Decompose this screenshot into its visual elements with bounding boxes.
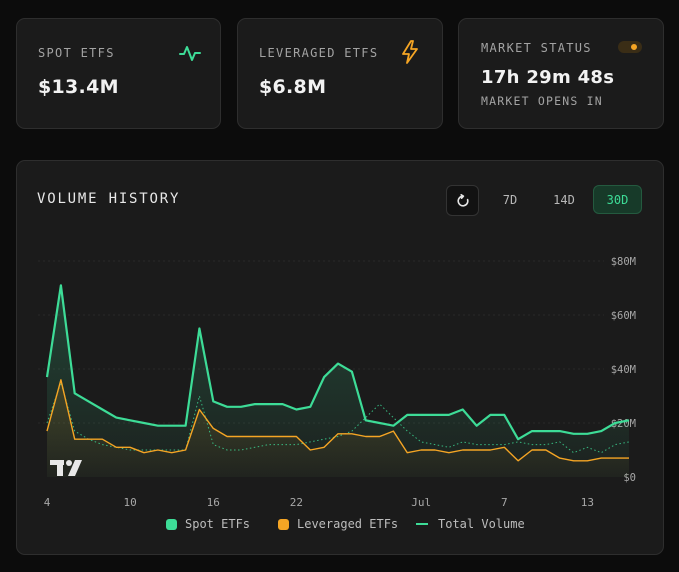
refresh-button[interactable] [446, 185, 479, 216]
status-dot [631, 44, 637, 50]
legend-total-swatch [416, 523, 428, 525]
legend-spot-swatch [166, 518, 177, 530]
spot-line [46, 380, 630, 454]
leveraged-etfs-label: LEVERAGED ETFS [259, 46, 379, 60]
leveraged-area [47, 379, 629, 477]
chart-title: VOLUME HISTORY [37, 191, 181, 207]
market-status-label: MARKET STATUS [481, 41, 592, 55]
spot-etfs-value: $13.4M [38, 76, 119, 98]
leveraged-line [46, 379, 629, 462]
y-tick-label: $60M [611, 310, 636, 322]
lightning-icon [402, 40, 418, 64]
market-status-indicator [618, 41, 642, 53]
x-tick-label: Jul [411, 496, 431, 509]
refresh-icon [456, 193, 469, 207]
spot-etfs-label: SPOT ETFS [38, 46, 115, 60]
x-tick-label: 22 [290, 496, 303, 509]
market-status-card: MARKET STATUS 17h 29m 48s MARKET OPENS I… [458, 18, 664, 129]
y-tick-label: $40M [611, 364, 636, 376]
spot-etfs-card: SPOT ETFS $13.4M [16, 18, 221, 129]
chart-legend: Spot ETFs Leveraged ETFs Total Volume [0, 517, 679, 537]
range-14d-button[interactable]: 14D [553, 192, 575, 207]
activity-icon [179, 46, 201, 61]
tradingview-logo [50, 460, 82, 476]
legend-spot-label: Spot ETFs [185, 517, 251, 531]
x-tick-label: 10 [124, 496, 137, 509]
y-tick-label: $80M [611, 256, 636, 268]
volume-history-card [16, 160, 664, 555]
legend-spot[interactable]: Spot ETFs [166, 517, 250, 531]
legend-total[interactable]: Total Volume [416, 517, 525, 531]
market-opens-label: MARKET OPENS IN [481, 94, 603, 108]
legend-leveraged-label: Leveraged ETFs [297, 517, 399, 531]
x-tick-label: 16 [207, 496, 220, 509]
range-7d-button[interactable]: 7D [502, 192, 518, 207]
x-tick-label: 7 [501, 496, 508, 509]
x-tick-label: 4 [44, 496, 51, 509]
x-tick-label: 13 [581, 496, 594, 509]
range-30d-button[interactable]: 30D [593, 185, 642, 214]
leveraged-etfs-value: $6.8M [259, 76, 327, 98]
market-countdown: 17h 29m 48s [481, 67, 615, 88]
legend-leveraged-swatch [278, 518, 289, 530]
legend-total-label: Total Volume [438, 517, 525, 531]
total-volume-line [45, 284, 630, 441]
leveraged-etfs-card: LEVERAGED ETFS $6.8M [237, 18, 443, 129]
legend-leveraged[interactable]: Leveraged ETFs [278, 517, 398, 531]
